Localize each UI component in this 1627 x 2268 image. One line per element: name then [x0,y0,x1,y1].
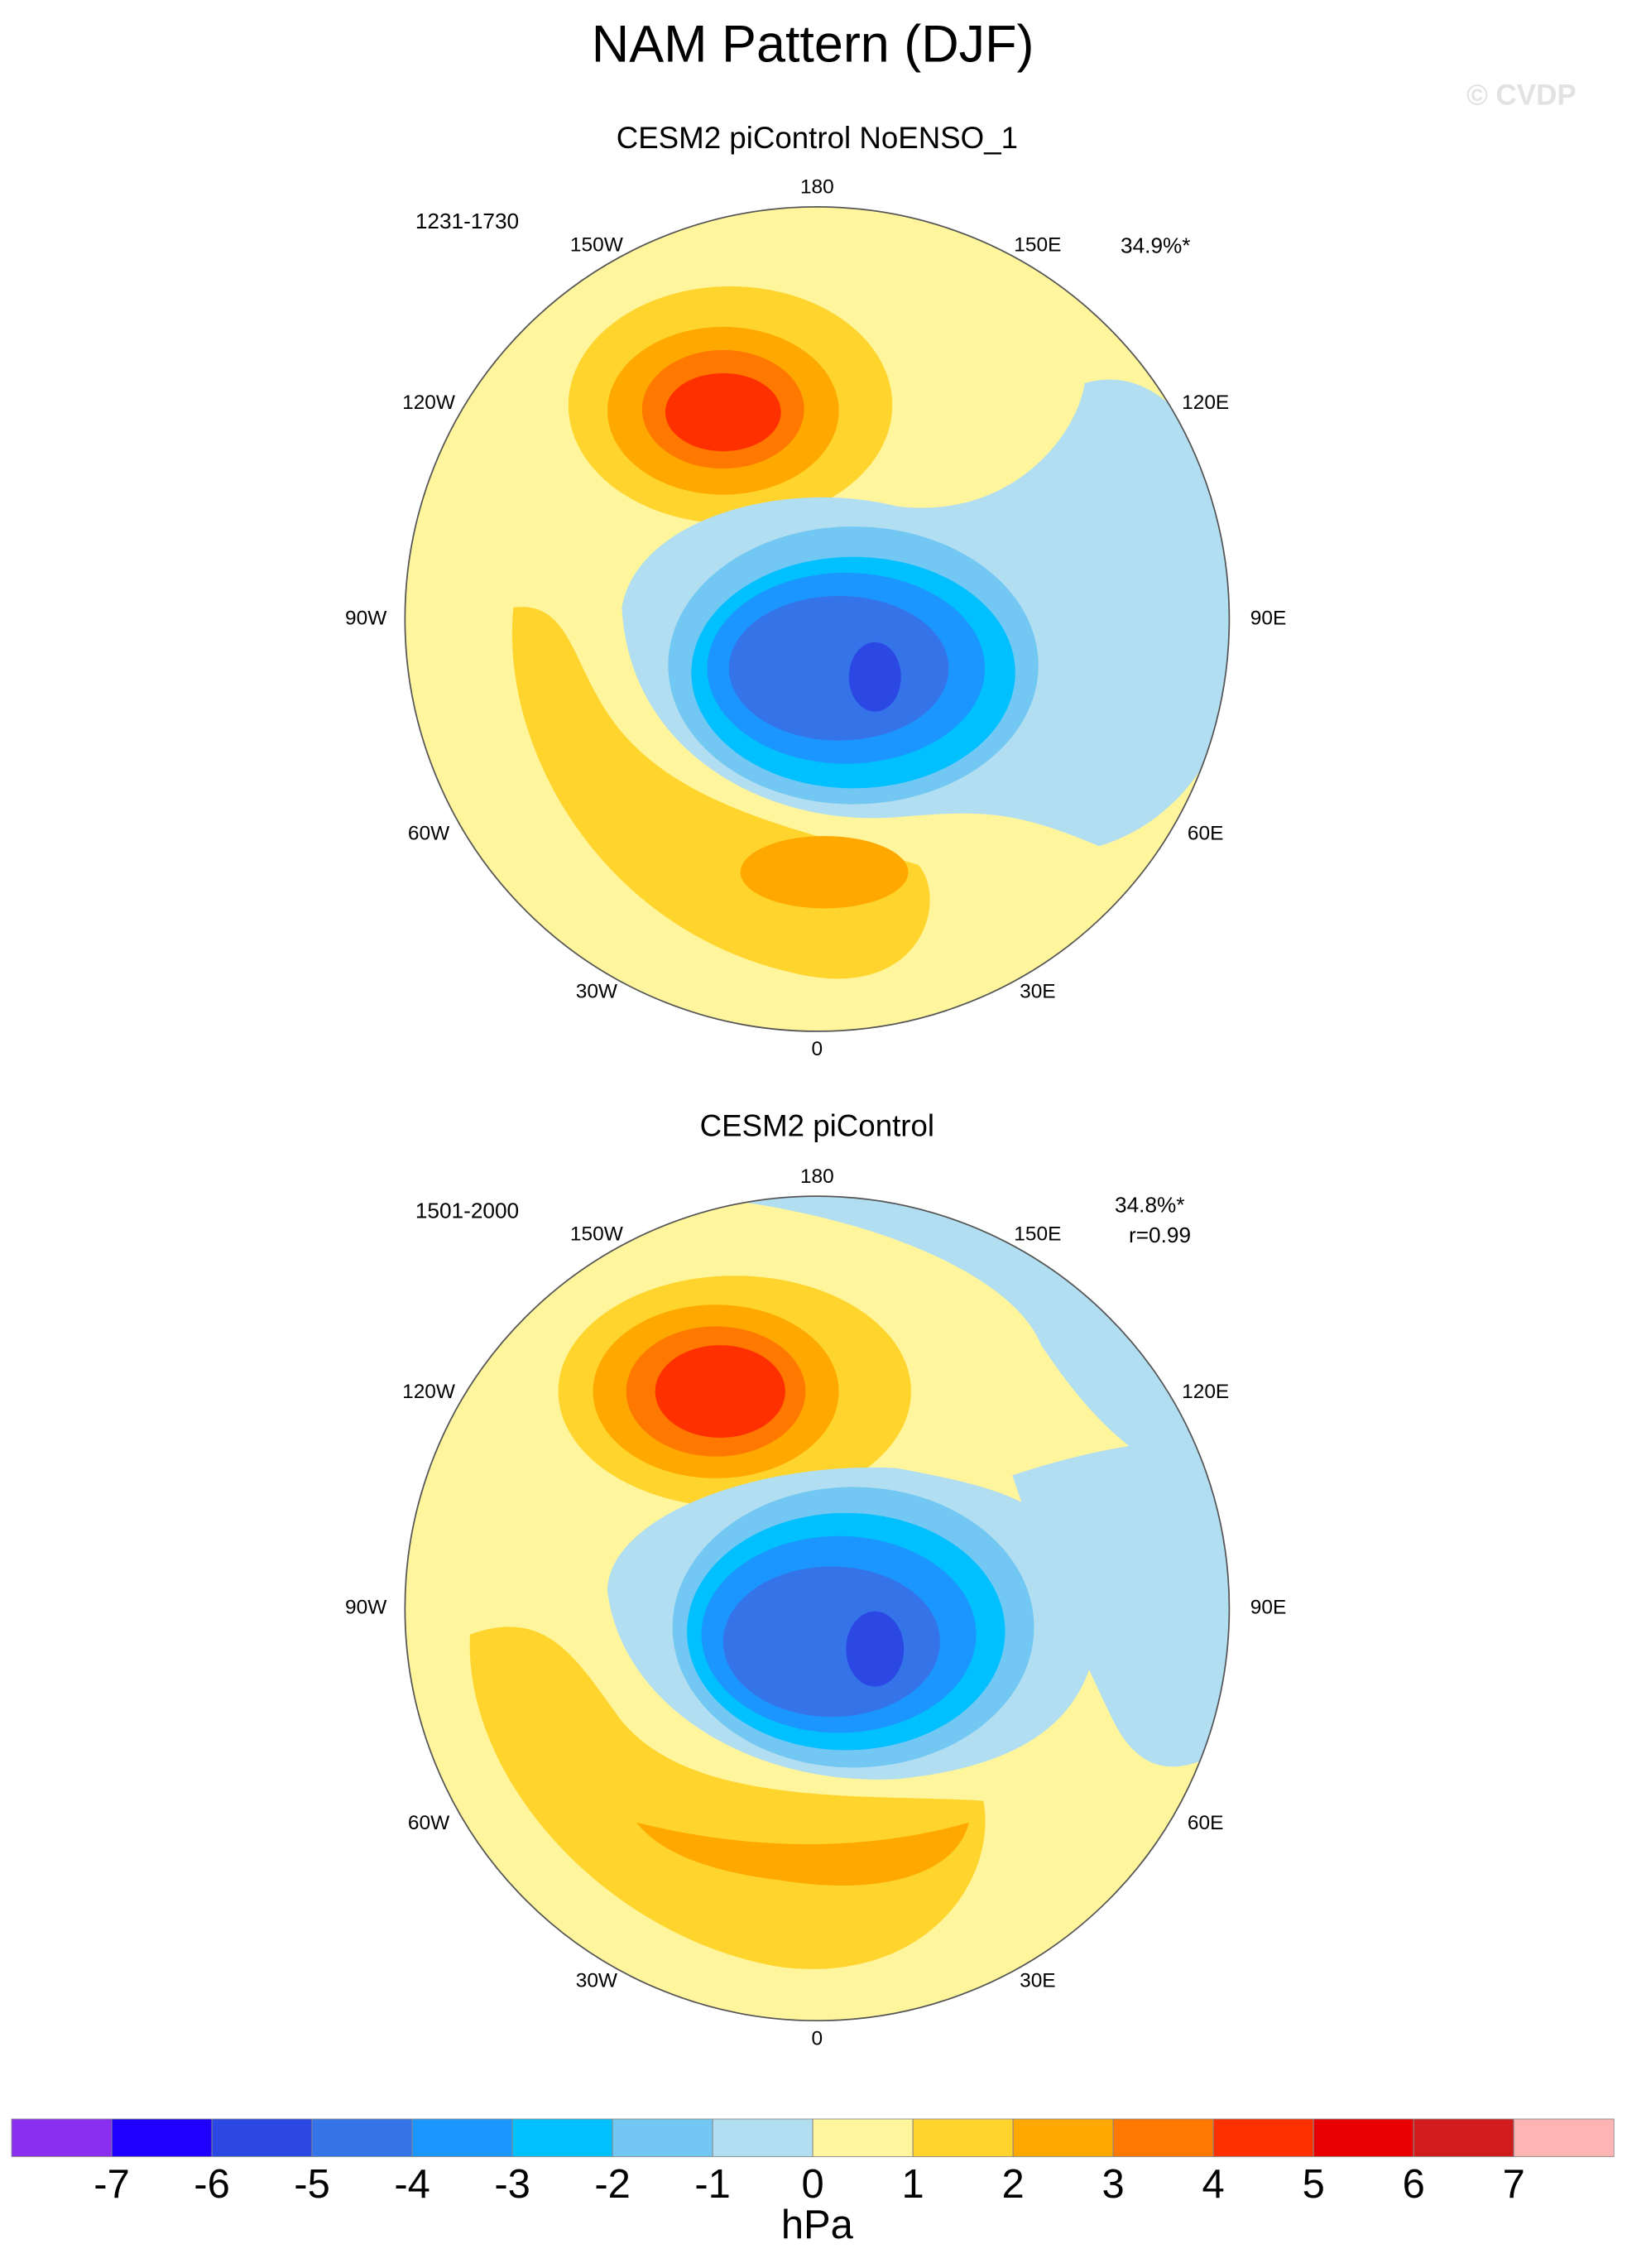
colorbar-box [1513,2118,1615,2157]
colorbar-box [1313,2118,1414,2157]
panel-years: 1231-1730 [415,209,519,233]
longitude-label: 30E [1020,1970,1056,1992]
colorbar-label: 4 [1202,2162,1225,2207]
colorbar-box [612,2118,713,2157]
colorbar-label: 1 [902,2162,924,2207]
longitude-label: 120W [402,392,455,414]
longitude-label: 180 [800,1165,834,1188]
colorbar-box [1112,2118,1214,2157]
colorbar-label: 6 [1403,2162,1425,2207]
longitude-label: 30E [1020,980,1056,1002]
colorbar-label: -7 [94,2162,130,2207]
contour-fill [846,1611,905,1687]
longitude-label: 60W [408,1812,449,1834]
contour-fill [848,641,901,712]
longitude-label: 0 [812,2027,823,2049]
colorbar-box [1413,2118,1514,2157]
panel-title: CESM2 piControl NoENSO_1 [617,121,1018,155]
contour-fill [740,836,909,909]
colorbar-box [211,2118,313,2157]
colorbar-box [311,2118,413,2157]
longitude-label: 150E [1014,1223,1061,1246]
longitude-label: 60W [408,823,449,845]
colorbar-box [812,2118,914,2157]
longitude-label: 30W [576,1970,617,1992]
longitude-label: 180 [800,176,834,199]
colorbar-label: -5 [294,2162,330,2207]
longitude-label: 90W [345,1597,386,1619]
longitude-label: 90E [1250,607,1287,629]
map-boundary [404,206,1231,1032]
longitude-label: 120E [1182,392,1229,414]
longitude-label: 120E [1182,1381,1229,1403]
longitude-label: 30W [576,980,617,1002]
contour-fill [665,372,781,452]
colorbar-label: -6 [194,2162,230,2207]
colorbar-label: 0 [802,2162,824,2207]
map-panel [405,206,1230,1031]
contour-fill [655,1345,785,1438]
watermark: © CVDP [1466,79,1577,111]
colorbar-unit: hPa [781,2203,854,2247]
colorbar-label: 7 [1503,2162,1525,2207]
longitude-label: 150W [570,233,623,256]
colorbar-label: 2 [1002,2162,1025,2207]
contour-fill [1012,1440,1230,1767]
colorbar-label: -4 [394,2162,430,2207]
panel-title: CESM2 piControl [700,1109,934,1143]
colorbar-box [712,2118,814,2157]
longitude-label: 90W [345,607,386,629]
panel-variance: 34.8%* [1115,1192,1185,1217]
colorbar-box [1012,2118,1114,2157]
longitude-label: 150E [1014,233,1061,256]
longitude-label: 90E [1250,1597,1287,1619]
panel-variance: 34.9%* [1121,233,1191,258]
longitude-label: 60E [1188,823,1224,845]
colorbar-box [912,2118,1014,2157]
contour-fill [722,1566,940,1718]
figure-title: NAM Pattern (DJF) [592,15,1034,73]
colorbar-label: -2 [594,2162,631,2207]
contour-fill [728,595,949,741]
longitude-label: 150W [570,1223,623,1246]
colorbar-box [511,2118,613,2157]
map-boundary [404,1195,1231,2022]
panel-years: 1501-2000 [415,1198,519,1223]
colorbar-label: 5 [1303,2162,1325,2207]
contour-fill [636,1822,969,1886]
colorbar-label: -1 [694,2162,731,2207]
colorbar-label: -3 [494,2162,530,2207]
panel-correlation: r=0.99 [1129,1223,1191,1247]
colorbar-box [11,2118,113,2157]
longitude-label: 60E [1188,1812,1224,1834]
colorbar-box [411,2118,513,2157]
colorbar-label: 3 [1102,2162,1125,2207]
colorbar-box [111,2118,213,2157]
longitude-label: 120W [402,1381,455,1403]
colorbar-box [1212,2118,1314,2157]
longitude-label: 0 [812,1038,823,1060]
